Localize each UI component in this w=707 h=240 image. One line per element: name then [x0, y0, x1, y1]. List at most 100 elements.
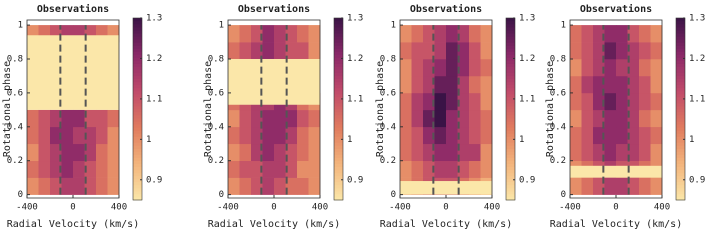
heat-cell	[400, 25, 412, 43]
heat-cell	[285, 160, 298, 178]
heat-cell	[457, 109, 470, 128]
heat-cell	[593, 42, 605, 60]
colorbar-step	[676, 54, 685, 58]
colorbar-step	[133, 157, 142, 161]
colorbar-step	[676, 142, 685, 146]
heat-cell	[297, 25, 309, 43]
heat-cell	[604, 126, 617, 145]
colorbar-step	[133, 60, 142, 64]
heat-cell	[570, 143, 582, 162]
colorbar-step	[676, 175, 685, 180]
colorbar-step	[133, 172, 142, 177]
colorbar-step	[506, 33, 515, 37]
x-tick-label: -400	[16, 203, 38, 213]
heat-cell	[308, 126, 321, 145]
colorbar-step	[334, 54, 343, 58]
heat-cell	[639, 126, 651, 145]
heat-cell	[107, 25, 120, 43]
colorbar-step	[506, 139, 515, 143]
colorbar-step	[676, 196, 685, 201]
colorbar-step	[334, 39, 343, 43]
colorbar-step	[133, 75, 142, 80]
heat-cell	[434, 58, 447, 77]
heat-cell	[400, 109, 412, 128]
gap-band	[570, 165, 662, 178]
heat-cell	[400, 160, 412, 178]
heat-cell	[581, 126, 594, 145]
colorbar-step	[334, 145, 343, 149]
heat-cell	[581, 25, 594, 43]
colorbar-step	[334, 21, 343, 25]
y-axis-label: Rotational phase	[545, 61, 556, 157]
heat-cell	[581, 75, 594, 94]
colorbar-step	[506, 190, 515, 195]
heat-cell	[469, 58, 481, 77]
colorbar-step	[506, 178, 515, 183]
colorbar-step	[334, 121, 343, 125]
heat-cell	[616, 42, 628, 60]
colorbar-step	[676, 78, 685, 83]
colorbar-step	[133, 51, 142, 55]
y-tick-label: 0.6	[208, 88, 224, 98]
y-tick-label: 0	[219, 190, 224, 200]
colorbar-step	[676, 96, 685, 101]
colorbar-tick-label: 1.1	[689, 94, 705, 104]
colorbar-step	[506, 87, 515, 92]
heat-cell	[423, 160, 435, 178]
heat-cell	[308, 160, 321, 178]
heat-cell	[593, 143, 605, 162]
colorbar-step	[133, 66, 142, 70]
heat-cell	[639, 92, 651, 111]
colorbar-step	[506, 90, 515, 95]
colorbar-step	[506, 30, 515, 34]
colorbar-step	[334, 78, 343, 83]
x-tick-label: 400	[484, 203, 500, 213]
x-tick-label: 0	[271, 203, 276, 213]
colorbar-step	[334, 90, 343, 95]
heat-cell	[73, 177, 85, 195]
colorbar-step	[133, 190, 142, 195]
heat-cell	[434, 160, 447, 178]
y-axis-label: Rotational phase	[375, 61, 386, 157]
heat-cell	[446, 160, 458, 178]
heat-cell	[400, 75, 412, 94]
colorbar-step	[676, 36, 685, 40]
heat-cell	[616, 25, 628, 43]
heat-cell	[650, 25, 663, 43]
heat-cell	[96, 177, 108, 195]
heat-cell	[308, 143, 321, 162]
heat-cell	[61, 177, 74, 195]
heat-cell	[96, 25, 108, 43]
colorbar-step	[506, 148, 515, 152]
chart-title: Observations	[580, 3, 652, 15]
colorbar-step	[676, 184, 685, 189]
heat-cell	[650, 58, 663, 77]
colorbar-tick-label: 0.9	[689, 175, 705, 185]
y-tick-label: 0.4	[208, 122, 224, 132]
heat-cell	[297, 177, 309, 195]
colorbar-step	[133, 115, 142, 119]
heat-cell	[581, 143, 594, 162]
heat-cell	[570, 126, 582, 145]
y-tick-label: 0.8	[208, 54, 224, 64]
colorbar-step	[506, 84, 515, 89]
heat-cell	[262, 177, 275, 195]
heat-cell	[274, 25, 286, 43]
colorbar-step	[133, 145, 142, 149]
y-tick-label: 1	[391, 21, 396, 31]
heat-cell	[627, 143, 640, 162]
heat-cell	[639, 109, 651, 128]
colorbar-step	[676, 109, 685, 113]
colorbar-tick-label: 1.1	[347, 94, 363, 104]
chart-title: Observations	[37, 3, 109, 15]
gap-band	[228, 58, 320, 105]
colorbar-step	[133, 96, 142, 101]
colorbar-step	[506, 115, 515, 119]
heat-cell	[593, 58, 605, 77]
colorbar-step	[133, 193, 142, 198]
colorbar-step	[334, 33, 343, 37]
colorbar-step	[676, 39, 685, 43]
colorbar-step	[334, 175, 343, 180]
colorbar-step	[676, 151, 685, 155]
colorbar-step	[133, 166, 142, 171]
